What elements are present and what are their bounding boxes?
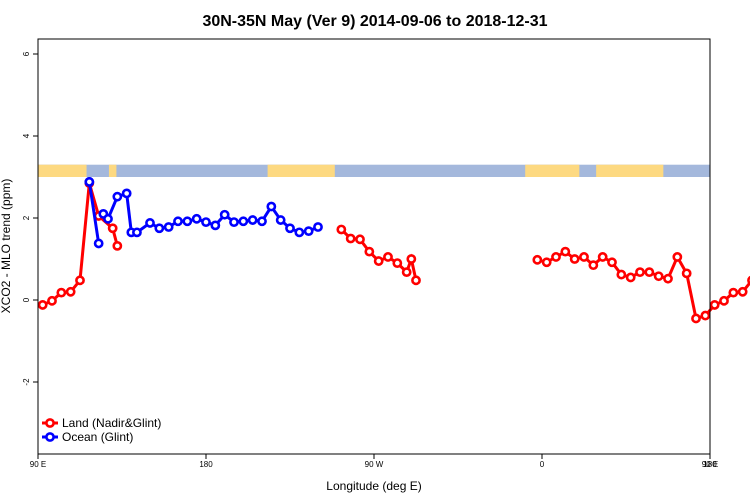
data-point [173, 216, 183, 227]
data-point [182, 216, 193, 227]
data-point [345, 233, 356, 244]
data-point [201, 217, 211, 227]
y-tick-label: -2 [22, 378, 31, 386]
data-point [737, 286, 748, 297]
legend-label: Ocean (Glint) [62, 430, 133, 444]
legend-swatch-marker [45, 432, 55, 442]
data-point [653, 271, 664, 282]
data-point [392, 258, 403, 268]
data-point [719, 295, 729, 306]
data-point [257, 216, 267, 227]
x-tick-label: 180 [199, 460, 213, 469]
series-ocean [84, 177, 323, 249]
data-point [294, 227, 305, 238]
data-point [163, 222, 174, 232]
data-point [672, 252, 683, 262]
data-point [635, 267, 645, 278]
data-point [588, 260, 599, 271]
data-point [191, 213, 202, 224]
data-point [541, 257, 552, 268]
data-point [93, 238, 104, 249]
data-point [691, 313, 701, 324]
land-strip-segment [38, 164, 87, 177]
data-point [607, 257, 617, 268]
x-tick-label: 90 W [365, 460, 384, 469]
data-point [210, 220, 221, 231]
data-point [112, 191, 123, 202]
data-point [579, 252, 589, 262]
y-tick-label: 0 [22, 297, 31, 302]
data-point [75, 275, 85, 286]
y-tick-label: 4 [22, 133, 31, 138]
data-point [532, 254, 543, 265]
data-point [56, 287, 67, 298]
data-point [728, 287, 739, 298]
data-point [383, 252, 393, 262]
data-point [84, 177, 95, 187]
data-point [569, 254, 580, 264]
chart-title: 30N-35N May (Ver 9) 2014-09-06 to 2018-1… [202, 13, 547, 30]
data-point [313, 222, 323, 232]
land-strip-segment [108, 164, 117, 177]
legend-label: Land (Nadir&Glint) [62, 416, 161, 430]
data-point [411, 275, 421, 286]
series-land [37, 178, 750, 324]
series-line [87, 181, 101, 244]
series-layer [37, 177, 750, 324]
land-strip-segment [525, 164, 580, 177]
x-tick-label: 0 [540, 460, 545, 469]
data-point [560, 246, 571, 257]
data-point [644, 267, 655, 278]
plot-frame [37, 38, 711, 455]
data-point [597, 252, 608, 262]
data-point [103, 213, 113, 224]
land-strip-segment [267, 164, 335, 177]
y-tick-label: 6 [22, 51, 31, 56]
data-point [275, 215, 286, 225]
data-point [681, 268, 692, 279]
data-point [401, 267, 412, 278]
data-point [47, 295, 57, 306]
data-point [238, 216, 249, 227]
y-axis-ticks: -2 0 2 4 6 [22, 51, 38, 386]
data-point [65, 286, 76, 297]
data-point [285, 223, 295, 234]
x-tick-label: 90 E [30, 460, 46, 469]
data-point [709, 300, 720, 310]
data-point [112, 240, 123, 251]
y-axis-label: XCO2 - MLO trend (ppm) [0, 179, 13, 314]
data-point [107, 223, 118, 234]
x-tick-label: 180 [703, 460, 717, 469]
legend-swatch-marker [45, 418, 55, 428]
data-point [303, 226, 314, 237]
data-point [625, 272, 636, 283]
data-point [406, 254, 417, 264]
data-point [154, 223, 165, 234]
data-point [229, 217, 239, 227]
x-tick-label: 90 E [702, 460, 718, 469]
data-point [247, 215, 258, 225]
data-point [663, 273, 673, 284]
land-ocean-strip [38, 164, 710, 177]
data-point [364, 246, 375, 257]
data-point [700, 310, 711, 321]
data-point [336, 224, 347, 235]
data-point [616, 269, 627, 280]
data-point [266, 201, 277, 212]
series-line [42, 182, 119, 307]
legend: Land (Nadir&Glint)Ocean (Glint) [42, 416, 161, 444]
land-strip-segment [596, 164, 664, 177]
data-point [355, 234, 365, 245]
data-point [373, 256, 384, 266]
x-axis-label: Longitude (deg E) [326, 479, 421, 493]
data-point [132, 227, 142, 238]
data-point [37, 300, 48, 310]
y-tick-label: 2 [22, 215, 31, 220]
data-point [551, 252, 561, 262]
data-point [219, 209, 230, 220]
data-point [145, 218, 155, 228]
data-point [121, 188, 132, 199]
